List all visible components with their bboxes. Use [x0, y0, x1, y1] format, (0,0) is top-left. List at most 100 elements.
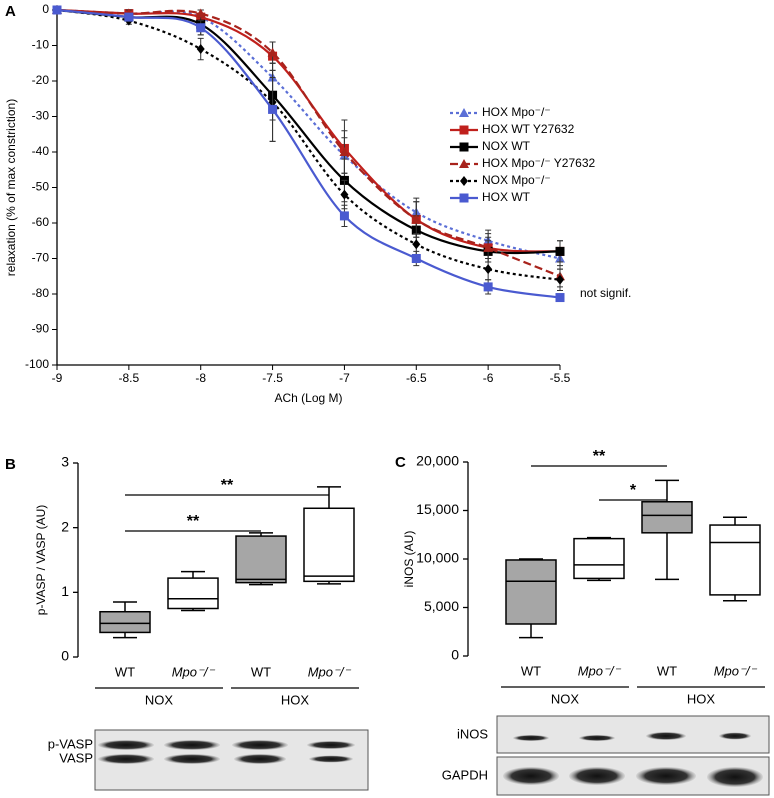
data-point: [195, 8, 206, 18]
legend-label: HOX WT: [482, 190, 531, 204]
box: [235, 535, 287, 584]
panel-letter: C: [395, 454, 406, 471]
y-tick-label: 20,000: [416, 453, 459, 469]
y-tick-label: -10: [32, 38, 50, 52]
group-label: NOX: [551, 691, 580, 706]
legend-label: HOX Mpo⁻/⁻ Y27632: [482, 156, 596, 170]
y-tick-label: 15,000: [416, 501, 459, 517]
blot-label: p-VASP: [48, 736, 93, 751]
y-tick-label: -80: [32, 286, 50, 300]
y-tick-label: -50: [32, 180, 50, 194]
data-point: [52, 5, 62, 15]
box: [303, 507, 355, 583]
blot-image: [94, 729, 369, 791]
x-axis-label: ACh (Log M): [274, 391, 342, 405]
y-tick-label: 0: [451, 647, 459, 663]
box: [641, 501, 693, 534]
x-tick-label: Mpo⁻/⁻: [714, 663, 758, 678]
panel-letter: B: [5, 456, 16, 473]
y-tick-label: -60: [32, 215, 50, 229]
data-point: [411, 254, 421, 263]
series-line: [56, 8, 561, 278]
blot-label: GAPDH: [442, 767, 488, 782]
legend-marker: [459, 193, 469, 203]
data-point: [267, 47, 278, 57]
legend-marker: [460, 176, 468, 186]
group-label: HOX: [281, 692, 310, 707]
x-tick-label: WT: [251, 664, 271, 679]
annotation: not signif.: [580, 286, 631, 300]
data-point: [555, 246, 565, 256]
data-point: [556, 274, 564, 285]
data-point: [340, 189, 349, 200]
box: [99, 610, 151, 634]
x-tick-label: -7.5: [262, 371, 283, 385]
blot-label: iNOS: [457, 726, 488, 741]
x-tick-label: Mpo⁻/⁻: [578, 663, 622, 678]
x-tick-label: -8.5: [119, 371, 140, 385]
x-tick-label: Mpo⁻/⁻: [172, 664, 216, 679]
legend-label: NOX WT: [482, 139, 531, 153]
data-point: [484, 264, 493, 275]
box: [167, 577, 219, 610]
data-point: [412, 239, 421, 250]
x-tick-label: -9: [52, 371, 63, 385]
y-tick-label: -70: [32, 251, 50, 265]
y-tick-label: 3: [61, 454, 69, 470]
legend-marker: [459, 108, 469, 117]
significance-label: **: [221, 477, 234, 494]
legend-marker: [459, 125, 469, 135]
legend-marker: [459, 142, 469, 152]
legend-label: HOX WT Y27632: [482, 122, 575, 136]
data-point: [483, 282, 493, 292]
y-axis-label: p-VASP / VASP (AU): [34, 505, 48, 615]
box: [573, 537, 625, 580]
y-tick-label: 5,000: [424, 598, 459, 614]
box: [709, 524, 761, 596]
y-tick-label: -40: [32, 144, 50, 158]
data-point: [196, 44, 205, 55]
y-tick-label: 0: [42, 2, 49, 16]
legend-label: HOX Mpo⁻/⁻: [482, 105, 551, 119]
panel-letter: A: [5, 3, 16, 20]
y-tick-label: 10,000: [416, 550, 459, 566]
box: [505, 559, 557, 625]
data-point: [411, 214, 422, 224]
data-point: [268, 104, 278, 114]
x-tick-label: -5.5: [550, 371, 571, 385]
data-point: [483, 242, 494, 252]
data-point: [124, 12, 134, 22]
data-point: [555, 293, 565, 303]
data-point: [339, 147, 350, 156]
x-tick-label: WT: [657, 663, 677, 678]
y-tick-label: 1: [61, 583, 69, 599]
y-tick-label: -100: [25, 357, 49, 371]
x-tick-label: -8: [195, 371, 206, 385]
legend-marker: [459, 159, 469, 168]
x-tick-label: WT: [521, 663, 541, 678]
y-tick-label: 0: [61, 648, 69, 664]
y-tick-label: -30: [32, 109, 50, 123]
data-point: [196, 23, 206, 33]
series-line: [56, 8, 561, 281]
x-tick-label: -7: [339, 371, 350, 385]
x-tick-label: -6: [483, 371, 494, 385]
y-tick-label: 2: [61, 518, 69, 534]
significance-label: **: [593, 448, 606, 465]
group-label: NOX: [145, 692, 174, 707]
legend-label: NOX Mpo⁻/⁻: [482, 173, 551, 187]
blot-image: [496, 715, 770, 796]
x-tick-label: Mpo⁻/⁻: [308, 664, 352, 679]
y-axis-label: iNOS (AU): [402, 531, 416, 588]
x-tick-label: WT: [115, 664, 135, 679]
data-point: [339, 211, 349, 221]
y-tick-label: -20: [32, 73, 50, 87]
blot-label: VASP: [59, 750, 93, 765]
y-tick-label: -90: [32, 322, 50, 336]
axis-line: [56, 10, 560, 366]
x-tick-label: -6.5: [406, 371, 427, 385]
significance-label: *: [630, 482, 637, 499]
group-label: HOX: [687, 691, 716, 706]
significance-label: **: [187, 513, 200, 530]
